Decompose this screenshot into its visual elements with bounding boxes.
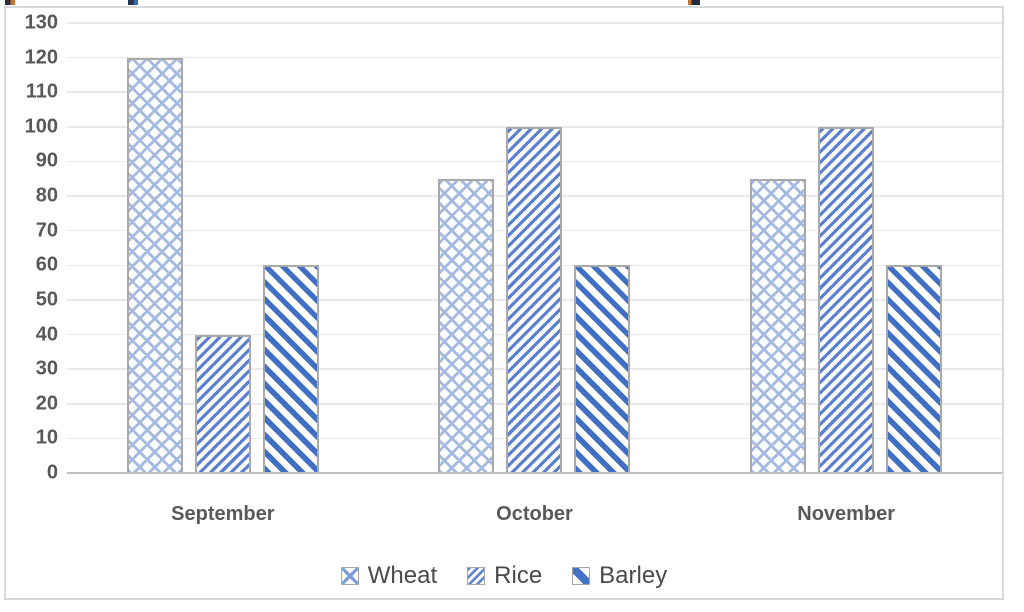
legend-item-rice: Rice [467,562,542,590]
legend-item-wheat: Wheat [340,562,438,590]
chart-frame: 0 10 20 30 40 50 60 70 80 90 100 110 120 130 Septembe… [4,6,1004,600]
bar-wheat-september [126,57,183,473]
cropped-title-fragment [688,0,700,5]
bar-barley-november [886,265,943,473]
bar-group-september [67,23,379,473]
gridline [67,56,1002,59]
bar-rice-november [818,126,875,473]
y-tick-label: 90 [35,149,58,172]
x-axis-label-november: November [797,503,896,525]
bar-wheat-november [750,178,807,473]
cropped-title-fragment [128,0,138,5]
y-tick-label: 100 [24,115,58,138]
legend-item-barley: Barley [572,562,667,590]
gridline [67,126,1002,128]
y-tick-label: 50 [35,288,58,311]
y-tick-label: 130 [24,11,58,34]
bar-rice-october [506,126,563,473]
bar-group-october [379,23,691,473]
legend-swatch-rice [467,567,486,585]
legend-label: Barley [599,562,668,589]
x-axis-line [67,472,1002,474]
plot-area: 0 10 20 30 40 50 60 70 80 90 100 110 120 130 [25,12,1002,484]
bar-barley-october [574,265,631,473]
y-tick-label: 60 [35,253,58,276]
bar-rice-september [194,334,251,473]
legend-label: Wheat [367,562,438,589]
y-tick-label: 20 [35,392,58,415]
y-tick-label: 10 [35,426,58,449]
bar-group-november [690,23,1002,473]
y-tick-label: 30 [35,357,58,380]
x-axis-label-september: September [171,503,275,525]
cropped-title-fragment [5,0,15,5]
y-tick-label: 80 [35,184,58,207]
y-tick-label: 110 [25,80,58,103]
y-tick-label: 40 [35,323,58,346]
bar-wheat-october [438,178,495,473]
legend-swatch-barley [572,567,591,585]
y-tick-label: 70 [35,219,58,242]
x-axis-labels: September October November [67,503,1002,526]
gridline [67,91,1002,93]
bar-barley-september [262,265,319,473]
x-axis-label-october: October [496,503,573,525]
legend: Wheat Rice Barley [6,562,1002,590]
y-tick-label: 120 [24,46,58,69]
y-tick-label: 0 [46,461,58,484]
legend-swatch-wheat [340,567,359,585]
gridline [67,22,1002,24]
legend-label: Rice [494,562,543,589]
